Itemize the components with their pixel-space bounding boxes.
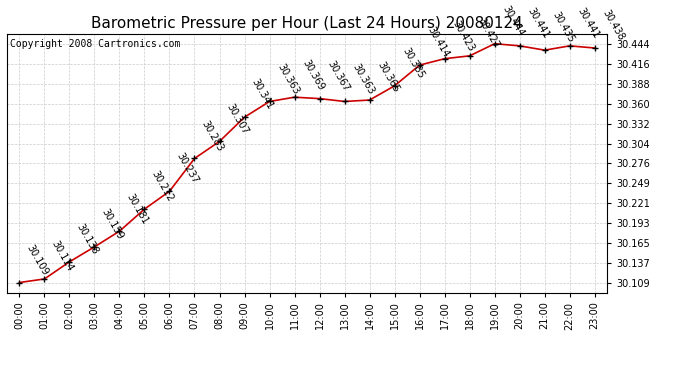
Text: 30.363: 30.363 [275, 62, 301, 96]
Title: Barometric Pressure per Hour (Last 24 Hours) 20080124: Barometric Pressure per Hour (Last 24 Ho… [91, 16, 523, 31]
Text: 30.181: 30.181 [125, 192, 150, 226]
Text: 30.444: 30.444 [500, 4, 526, 38]
Text: 30.427: 30.427 [475, 16, 501, 50]
Text: 30.369: 30.369 [300, 57, 326, 92]
Text: 30.114: 30.114 [50, 239, 75, 273]
Text: 30.435: 30.435 [550, 10, 575, 45]
Text: 30.341: 30.341 [250, 78, 275, 112]
Text: 30.283: 30.283 [200, 119, 226, 153]
Text: Copyright 2008 Cartronics.com: Copyright 2008 Cartronics.com [10, 39, 180, 49]
Text: 30.365: 30.365 [375, 60, 401, 94]
Text: 30.212: 30.212 [150, 169, 176, 204]
Text: 30.307: 30.307 [225, 102, 250, 136]
Text: 30.138: 30.138 [75, 222, 101, 256]
Text: 30.441: 30.441 [575, 6, 601, 40]
Text: 30.109: 30.109 [25, 243, 50, 277]
Text: 30.367: 30.367 [325, 59, 351, 93]
Text: 30.237: 30.237 [175, 152, 201, 186]
Text: 30.363: 30.363 [350, 62, 375, 96]
Text: 30.423: 30.423 [450, 19, 475, 53]
Text: 30.414: 30.414 [425, 26, 451, 60]
Text: 30.159: 30.159 [100, 207, 126, 242]
Text: 30.385: 30.385 [400, 46, 426, 80]
Text: 30.438: 30.438 [600, 8, 626, 42]
Text: 30.441: 30.441 [525, 6, 551, 40]
